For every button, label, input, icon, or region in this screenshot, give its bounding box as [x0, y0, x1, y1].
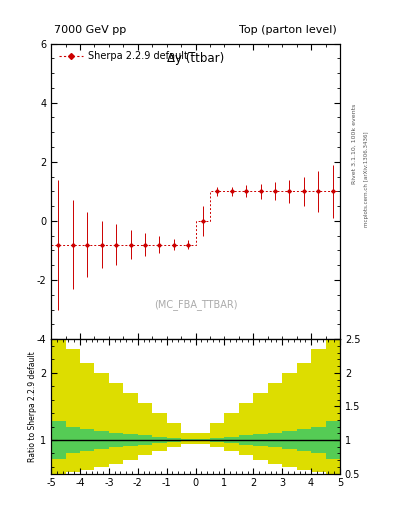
- Legend: Sherpa 2.2.9 default: Sherpa 2.2.9 default: [56, 48, 191, 64]
- Text: (MC_FBA_TTBAR): (MC_FBA_TTBAR): [154, 298, 237, 310]
- Y-axis label: Ratio to Sherpa 2.2.9 default: Ratio to Sherpa 2.2.9 default: [28, 351, 37, 462]
- Text: Δy (t̅tbar): Δy (t̅tbar): [167, 52, 224, 66]
- Text: Rivet 3.1.10, 100k events: Rivet 3.1.10, 100k events: [352, 103, 357, 183]
- Text: mcplots.cern.ch [arXiv:1306.3436]: mcplots.cern.ch [arXiv:1306.3436]: [364, 132, 369, 227]
- Text: Top (parton level): Top (parton level): [239, 25, 337, 35]
- Text: 7000 GeV pp: 7000 GeV pp: [54, 25, 126, 35]
